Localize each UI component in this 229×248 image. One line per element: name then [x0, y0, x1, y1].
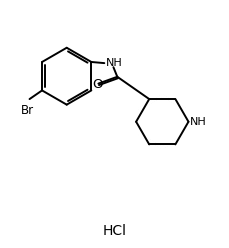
Text: HCl: HCl	[103, 224, 126, 238]
Text: NH: NH	[106, 58, 123, 68]
Text: NH: NH	[190, 117, 207, 127]
Text: O: O	[93, 78, 103, 91]
Text: Br: Br	[21, 104, 34, 117]
